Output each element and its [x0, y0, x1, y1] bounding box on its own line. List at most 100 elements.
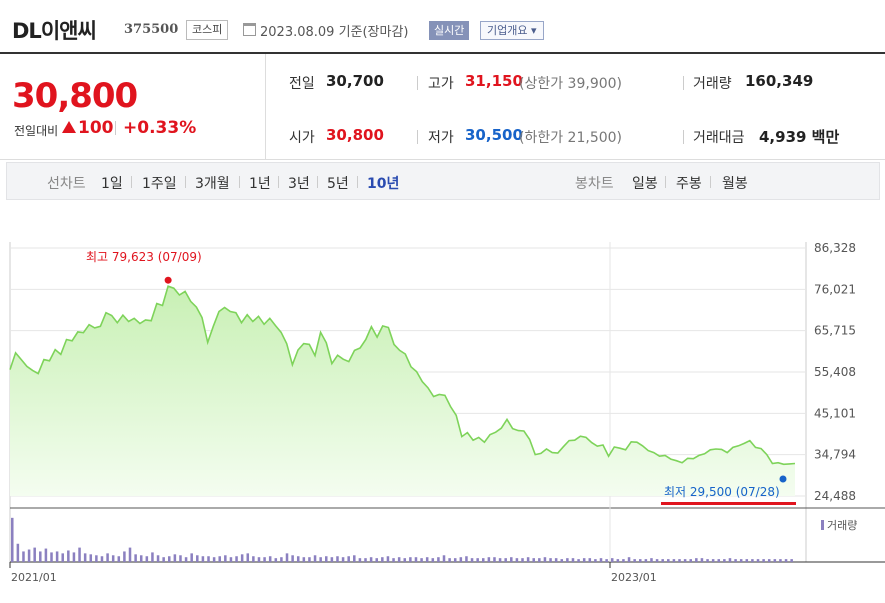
volume-legend-swatch [821, 520, 824, 530]
tab-3month[interactable]: 3개월 [195, 176, 230, 192]
volume-bar [240, 554, 244, 562]
volume-bar [156, 555, 160, 562]
volume-bar [61, 553, 64, 562]
volume-bar [268, 556, 272, 562]
divider [683, 130, 684, 144]
volume-bar [448, 558, 451, 562]
volume-bar [711, 559, 715, 562]
divider [278, 176, 279, 188]
volume-bar [274, 558, 278, 562]
prev-close-label: 전일 [289, 76, 315, 92]
volume-bar [375, 558, 378, 562]
volume-bar [179, 555, 182, 562]
volume-bar [106, 553, 109, 562]
realtime-button[interactable]: 실시간 [429, 21, 470, 40]
tab-1day[interactable]: 1일 [101, 176, 123, 192]
volume-bar [538, 558, 541, 562]
volume-bar [616, 559, 620, 562]
volume-bar [549, 558, 552, 562]
low-underline [661, 502, 796, 505]
volume-bar [347, 556, 350, 562]
volume-legend-label: 거래량 [827, 519, 857, 532]
volume-bar [403, 558, 407, 562]
line-chart-label: 선차트 [47, 176, 86, 192]
tab-3year[interactable]: 3년 [288, 176, 310, 192]
tab-1year[interactable]: 1년 [249, 176, 271, 192]
volume-bar [566, 558, 569, 562]
volume-bar [779, 559, 782, 562]
volume-bar [302, 557, 306, 562]
open-label: 시가 [289, 130, 315, 146]
tab-daily-candle[interactable]: 일봉 [632, 176, 658, 192]
volume-bar [145, 556, 149, 562]
volume-bar [667, 559, 670, 562]
volume-bar [151, 552, 154, 562]
tab-10year[interactable]: 10년 [367, 176, 400, 192]
high-label: 고가 [428, 76, 454, 92]
volume-bar [700, 558, 704, 562]
low-marker [779, 475, 787, 483]
price-rate: +0.33% [123, 118, 197, 138]
volume-bar [229, 557, 233, 562]
volume-value: 160,349 [745, 72, 814, 90]
volume-bar [610, 558, 614, 562]
volume-bar [409, 557, 412, 562]
tab-1week[interactable]: 1주일 [142, 176, 177, 192]
volume-bar [594, 559, 597, 562]
divider [239, 176, 240, 188]
volume-bar [470, 558, 474, 562]
volume-bar [50, 552, 53, 562]
volume-bar [358, 558, 362, 562]
volume-bar [476, 558, 479, 562]
period-tab-bar [6, 162, 880, 200]
volume-bar [33, 547, 36, 562]
divider [131, 176, 132, 188]
volume-bar [482, 558, 485, 562]
volume-bar [392, 558, 395, 562]
volume-bar [745, 559, 749, 562]
volume-bar [510, 557, 513, 562]
volume-bar [554, 558, 558, 562]
volume-bar [381, 557, 384, 562]
volume-bar [532, 558, 535, 562]
volume-bar [521, 558, 524, 562]
volume-bar [459, 557, 463, 562]
tab-5year[interactable]: 5년 [327, 176, 349, 192]
volume-bar [39, 551, 42, 562]
volume-label: 거래량 [693, 76, 732, 92]
volume-bar [644, 559, 648, 562]
price-chart[interactable]: 86,328 76,021 65,715 55,408 45,101 34,794 24,4… [0, 200, 885, 599]
market-badge: 코스피 [186, 20, 229, 40]
up-arrow-icon [62, 121, 76, 133]
low-annotation: 최저 29,500 (07/28) [664, 485, 780, 499]
volume-bar [577, 559, 580, 562]
tab-weekly-candle[interactable]: 주봉 [676, 176, 702, 192]
company-overview-button[interactable]: 기업개요 ▾ [480, 21, 544, 40]
y-tick-label: 65,715 [814, 324, 856, 338]
volume-bar [689, 559, 692, 562]
y-tick-label: 45,101 [814, 406, 856, 420]
high-value: 31,150 [465, 72, 523, 90]
volume-bar [246, 553, 250, 562]
volume-bar [515, 558, 519, 562]
amount-label: 거래대금 [693, 130, 745, 146]
volume-bar [16, 543, 20, 562]
volume-bar [364, 558, 367, 562]
volume-bar [78, 547, 81, 562]
volume-bar [498, 558, 502, 562]
volume-bar [83, 553, 87, 562]
volume-bar [330, 557, 334, 562]
volume-bar [285, 553, 289, 562]
price-box [0, 52, 885, 160]
calendar-icon [243, 23, 256, 36]
volume-bar [397, 557, 401, 562]
volume-bar [706, 559, 709, 562]
volume-bar [756, 559, 760, 562]
tab-monthly-candle[interactable]: 월봉 [722, 176, 748, 192]
volume-bar [139, 555, 143, 562]
volume-bar [263, 557, 266, 562]
volume-bar [67, 550, 70, 562]
divider [683, 76, 684, 90]
x-tick-label: 2023/01 [611, 571, 657, 584]
volume-bar [252, 556, 255, 562]
